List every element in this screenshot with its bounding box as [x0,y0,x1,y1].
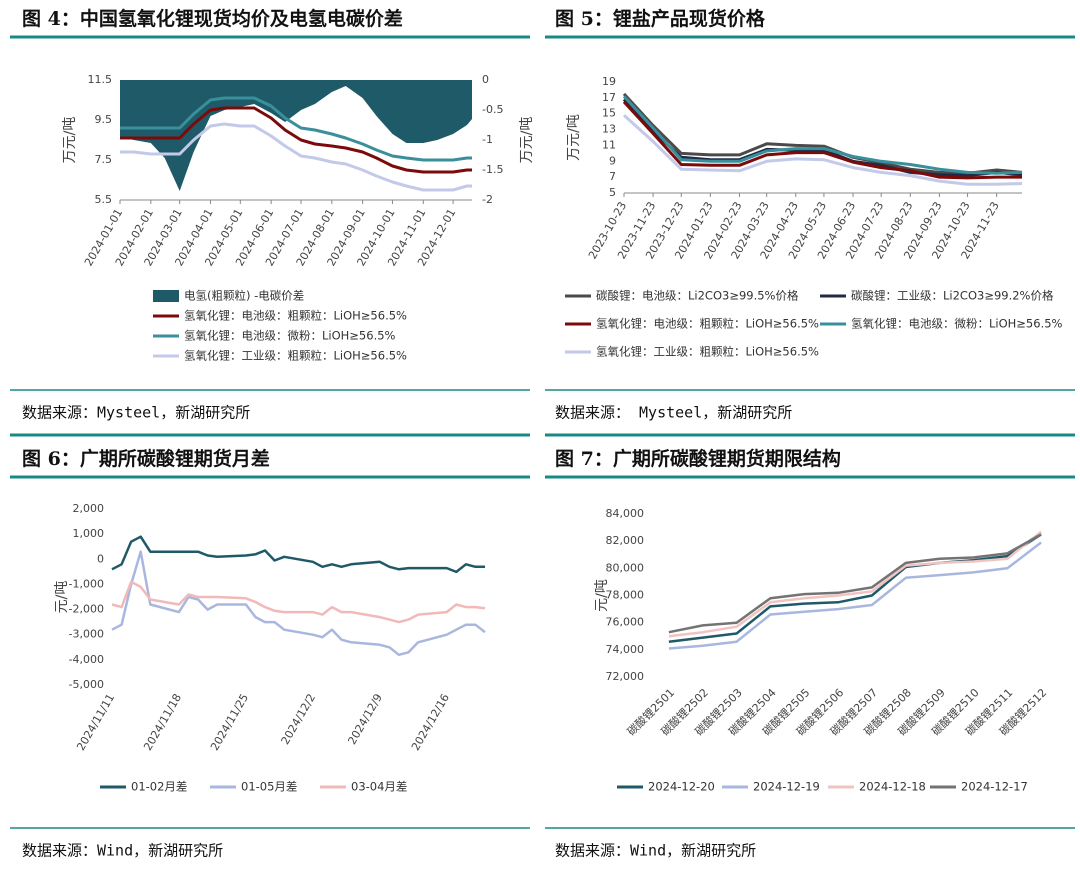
source-note: 数据来源： Mysteel，新湖研究所 [555,404,792,422]
y-tick-label: -3,000 [69,628,104,641]
legend-label: 01-02月差 [131,780,187,794]
legend-label: 氢氧化锂：工业级：粗颗粒：LiOH≥56.5% [596,345,819,359]
legend-label: 2024-12-18 [859,780,926,794]
y-tick-label: 9.5 [95,113,113,126]
y-tick-label: 76,000 [606,616,645,629]
y-tick-label: -2,000 [69,603,104,616]
y-tick-label: 17 [602,91,616,104]
y-axis-label: 元/吨 [594,579,610,612]
legend-label: 氢氧化锂：电池级：微粉：LiOH≥56.5% [184,329,396,343]
line [120,106,472,174]
legend-label: 电氢(粗颗粒) -电碳价差 [184,289,304,303]
y2-tick-label: -2 [482,193,493,206]
y-tick-label: 11 [602,138,616,151]
legend-label: 2024-12-19 [753,780,820,794]
legend-label: 氢氧化锂：工业级：粗颗粒：LiOH≥56.5% [184,349,407,363]
y2-tick-label: -1.5 [482,163,503,176]
line [622,95,1023,175]
line [622,100,1022,180]
line [668,533,1042,634]
y-tick-label: -5,000 [69,678,104,691]
y-tick-label: 15 [602,107,616,120]
y-tick-label: 9 [609,154,616,167]
chart-title: 图 7：广期所碳酸锂期货期限结构 [555,447,841,470]
y-tick-label: 5 [609,186,616,199]
source-note: 数据来源：Wind，新湖研究所 [22,842,223,860]
y-tick-label: 80,000 [606,561,645,574]
legend-label: 03-04月差 [351,780,407,794]
legend-label: 2024-12-20 [648,780,715,794]
chart-title: 图 6：广期所碳酸锂期货月差 [22,447,270,470]
line [111,580,486,624]
legend-label: 氢氧化锂：电池级：粗颗粒：LiOH≥56.5% [596,317,819,331]
y-tick-label: 0 [97,552,104,565]
y-tick-label: 84,000 [606,507,645,520]
y-tick-label: 19 [602,75,616,88]
y-tick-label: 11.5 [88,73,113,86]
y-tick-label: 78,000 [606,589,645,602]
line [111,550,486,657]
y2-tick-label: -0.5 [482,103,503,116]
legend-label: 01-05月差 [241,780,297,794]
y-tick-label: 72,000 [606,670,645,683]
line [622,98,1023,178]
y-tick-label: 13 [602,123,616,136]
y-tick-label: 7 [609,170,616,183]
y-tick-label: 7.5 [95,153,113,166]
line [668,530,1042,638]
chart-title: 图 4：中国氢氧化锂现货均价及电氢电碳价差 [22,7,403,30]
y-tick-label: -4,000 [69,653,104,666]
legend-label: 氢氧化锂：电池级：粗颗粒：LiOH≥56.5% [184,309,407,323]
y-axis-label: 万元/吨 [566,114,582,161]
line [622,92,1023,175]
area [120,80,472,191]
legend-swatch [153,290,179,302]
legend-label: 2024-12-17 [961,780,1028,794]
line [111,535,485,574]
source-note: 数据来源：Mysteel，新湖研究所 [22,404,250,422]
y-tick-label: 2,000 [73,502,105,515]
y-tick-label: 1,000 [73,527,105,540]
line [120,96,472,162]
y-axis-label: 万元/吨 [62,117,78,164]
legend-label: 氢氧化锂：电池级：微粉：LiOH≥56.5% [851,317,1063,331]
y-tick-label: -1,000 [69,577,104,590]
y-axis-label: 元/吨 [54,581,70,614]
line [668,533,1042,643]
y-tick-label: 82,000 [606,534,645,547]
y2-tick-label: 0 [482,73,489,86]
chart-title: 图 5：锂盐产品现货价格 [555,7,766,30]
y2-axis-label: 万元/吨 [519,117,535,164]
legend-label: 碳酸锂：工业级：Li2CO3≥99.2%价格 [851,289,1054,303]
y-tick-label: 74,000 [606,643,645,656]
line [120,122,472,192]
y-tick-label: 5.5 [95,193,113,206]
line [668,541,1042,650]
line [622,114,1023,186]
source-note: 数据来源：Wind，新湖研究所 [555,842,756,860]
y2-tick-label: -1 [482,133,493,146]
legend-label: 碳酸锂：电池级：Li2CO3≥99.5%价格 [596,289,799,303]
